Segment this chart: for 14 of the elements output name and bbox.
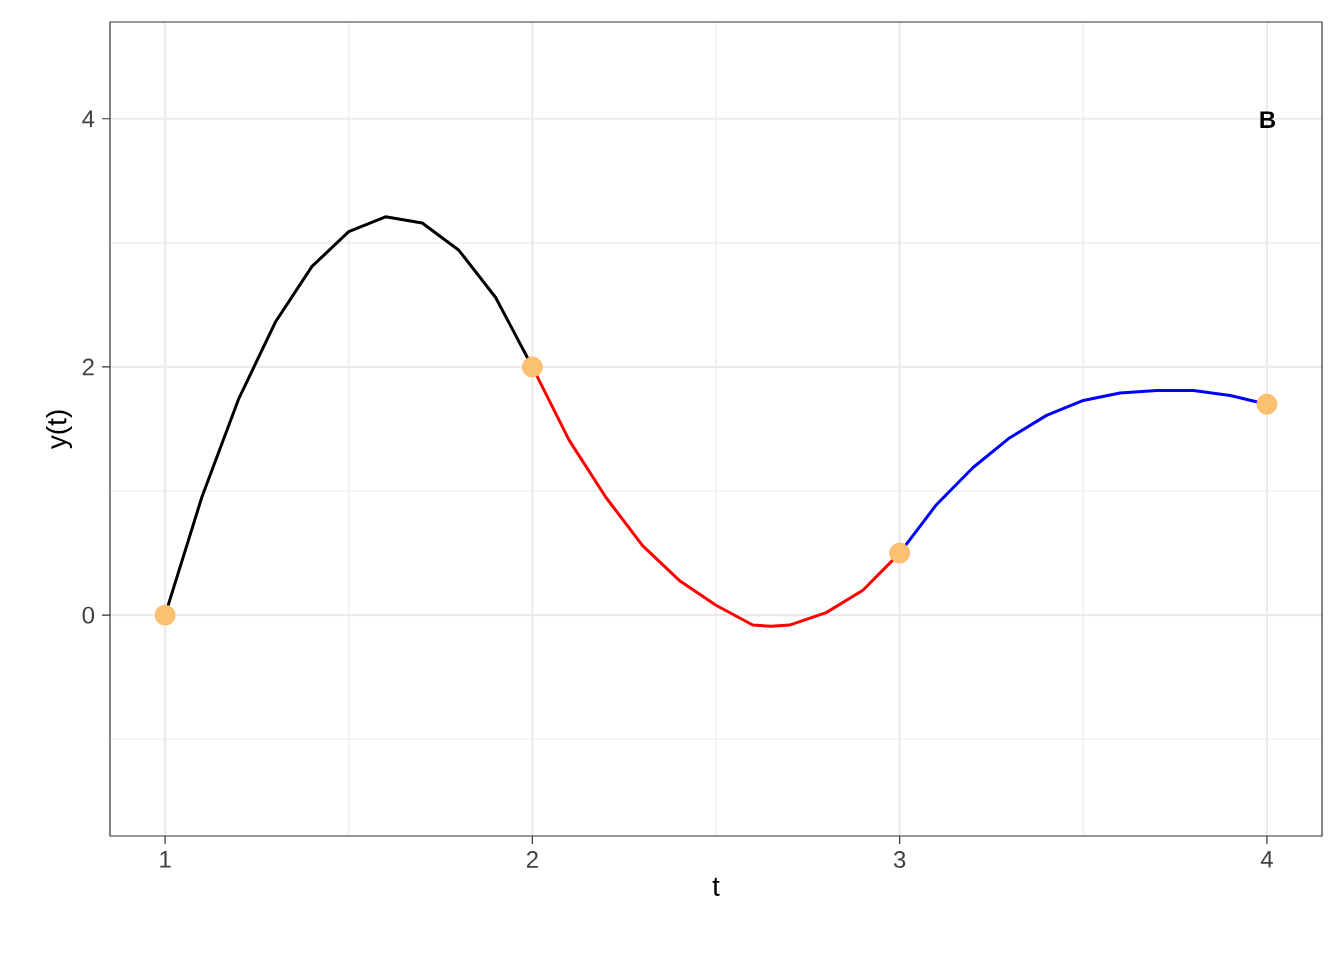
- x-tick-label: 2: [526, 851, 538, 868]
- y-tick-label: 0: [82, 606, 95, 624]
- x-tick-label: 1: [160, 851, 171, 868]
- y-axis-title: y(t): [45, 410, 72, 450]
- x-tick-label: 4: [1260, 851, 1273, 868]
- point: [154, 604, 176, 626]
- point: [889, 542, 911, 564]
- point: [521, 356, 543, 378]
- annotation: B: [1260, 111, 1276, 128]
- x-tick-label: 3: [893, 851, 906, 868]
- x-axis-title: t: [712, 877, 720, 896]
- y-tick-label: 4: [82, 110, 95, 127]
- y-tick-label: 2: [82, 358, 94, 376]
- point: [1256, 393, 1278, 415]
